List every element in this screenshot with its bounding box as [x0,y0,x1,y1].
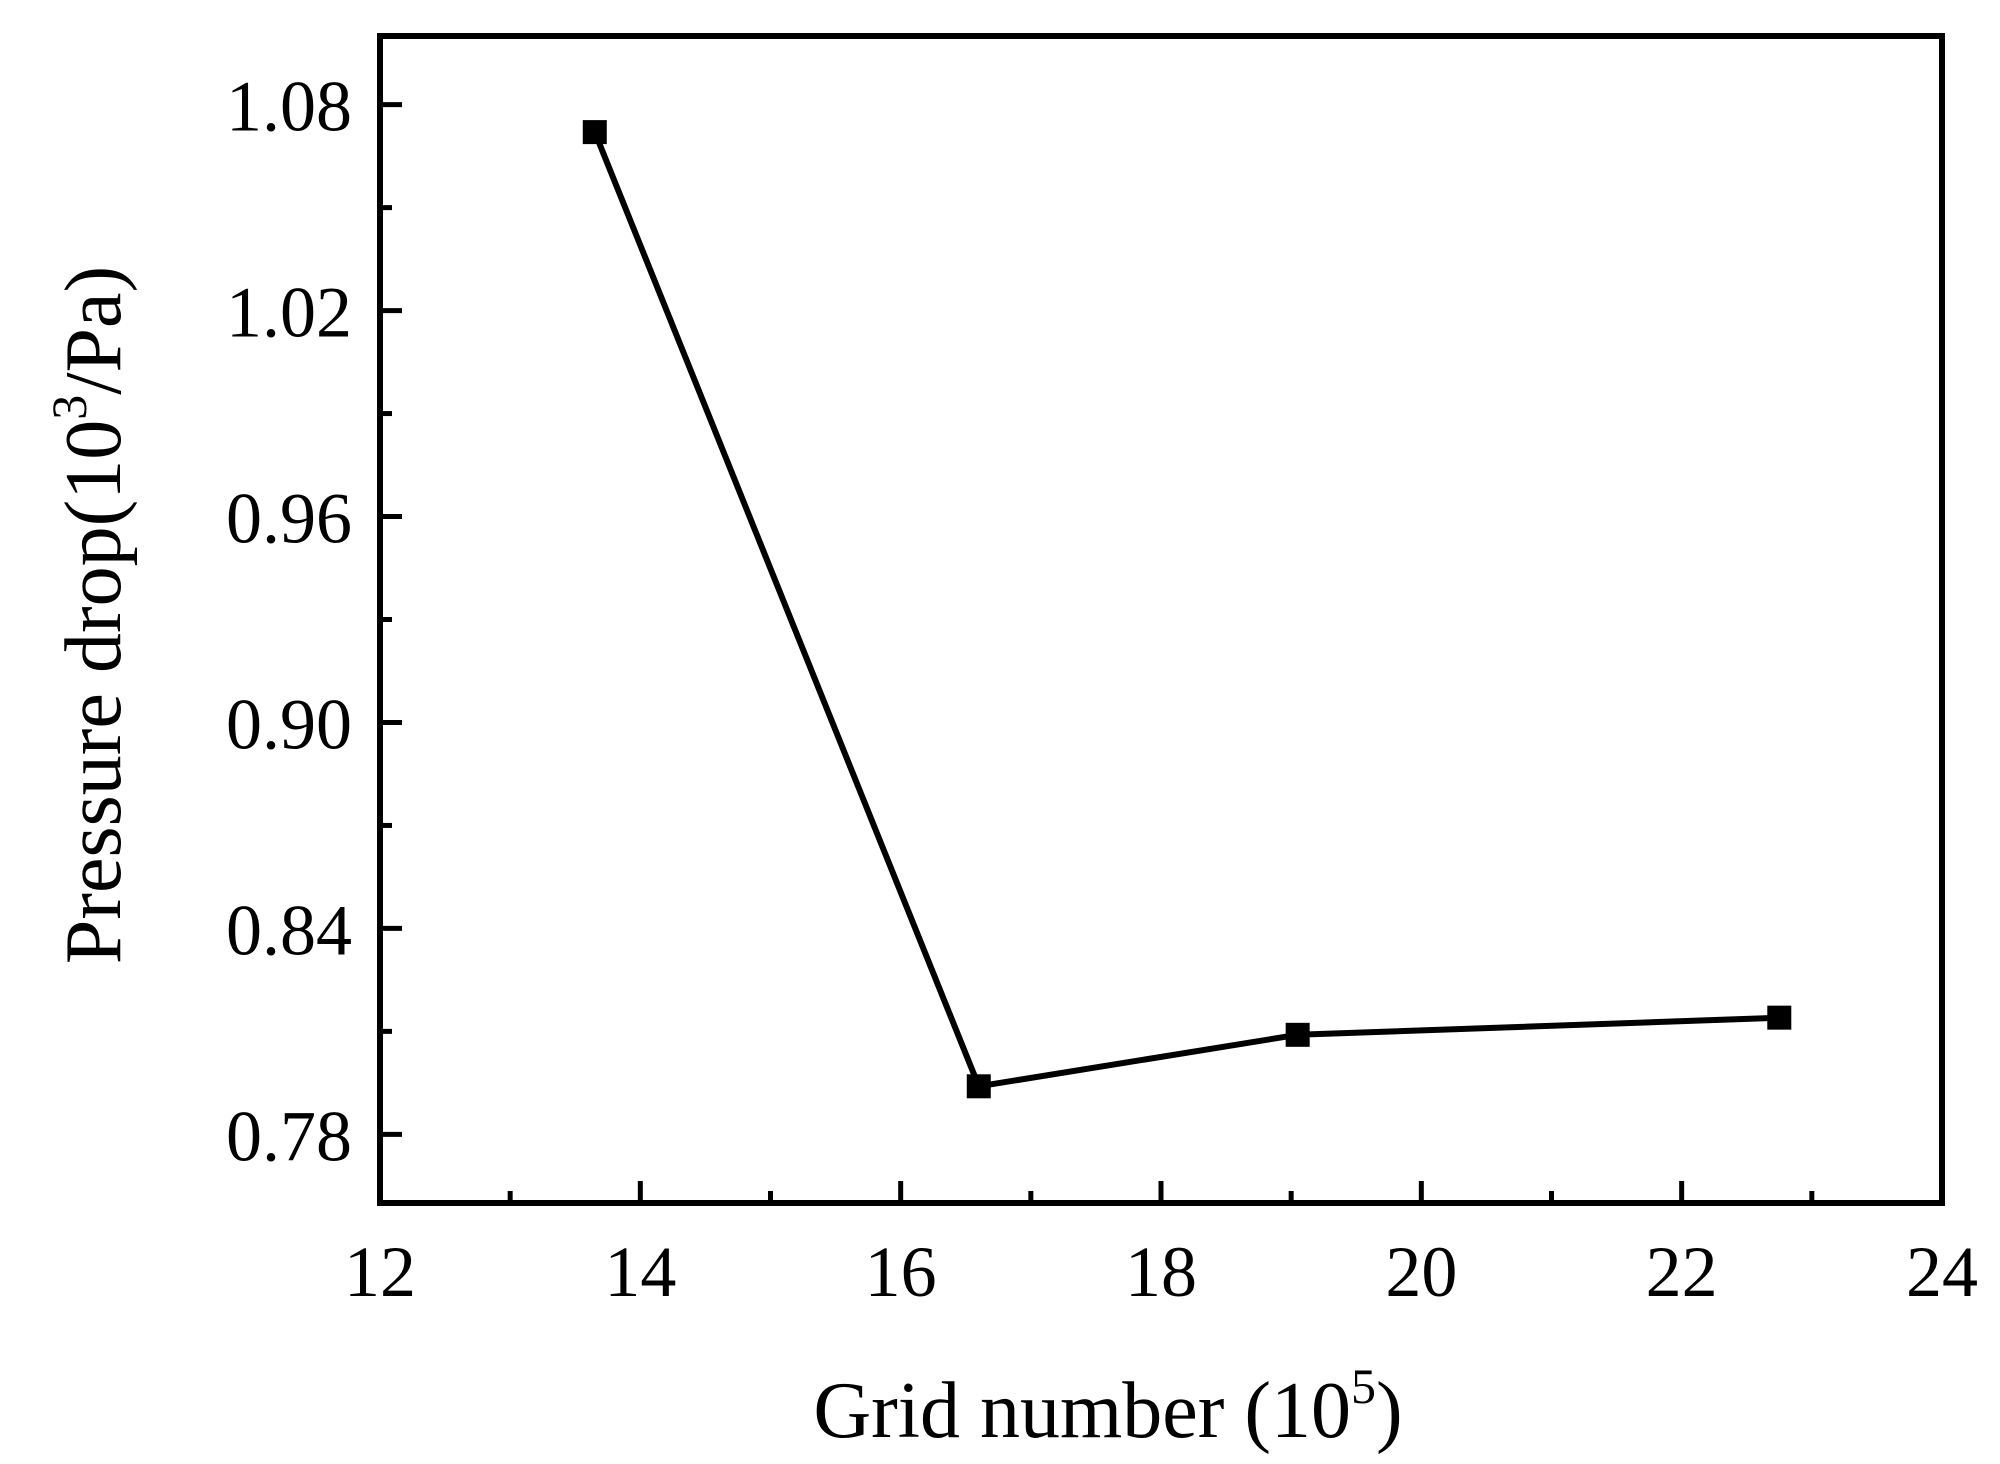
y-tick-label-1.02: 1.02 [226,273,352,353]
data-point-0 [582,120,607,145]
x-tick-label-20: 20 [1385,1232,1457,1312]
x-tick-label-12: 12 [344,1232,416,1312]
x-tick-label-24: 24 [1906,1232,1978,1312]
x-tick-label-14: 14 [604,1232,676,1312]
y-tick-label-1.08: 1.08 [226,67,352,147]
ticks-layer: 12 14 16 18 20 22 24 0.78 0.84 0.90 0.96 1.02 1.08 [226,67,1978,1312]
y-tick-label-0.96: 0.96 [226,479,352,559]
x-tick-label-22: 22 [1646,1232,1718,1312]
series-line-0 [592,130,1780,1090]
plot-frame [377,33,1945,1206]
series-layer [582,120,1792,1099]
y-tick-label-0.78: 0.78 [226,1096,352,1176]
data-point-2 [1285,1022,1310,1047]
x-tick-label-16: 16 [865,1232,937,1312]
x-tick-label-18: 18 [1125,1232,1197,1312]
y-tick-label-0.90: 0.90 [226,684,352,764]
y-axis-title: Pressure drop(103/Pa) [41,266,138,964]
data-point-1 [966,1074,991,1099]
y-tick-label-0.84: 0.84 [226,890,352,970]
x-axis-title: Grid number (105) [813,1358,1402,1455]
data-point-3 [1767,1005,1792,1030]
